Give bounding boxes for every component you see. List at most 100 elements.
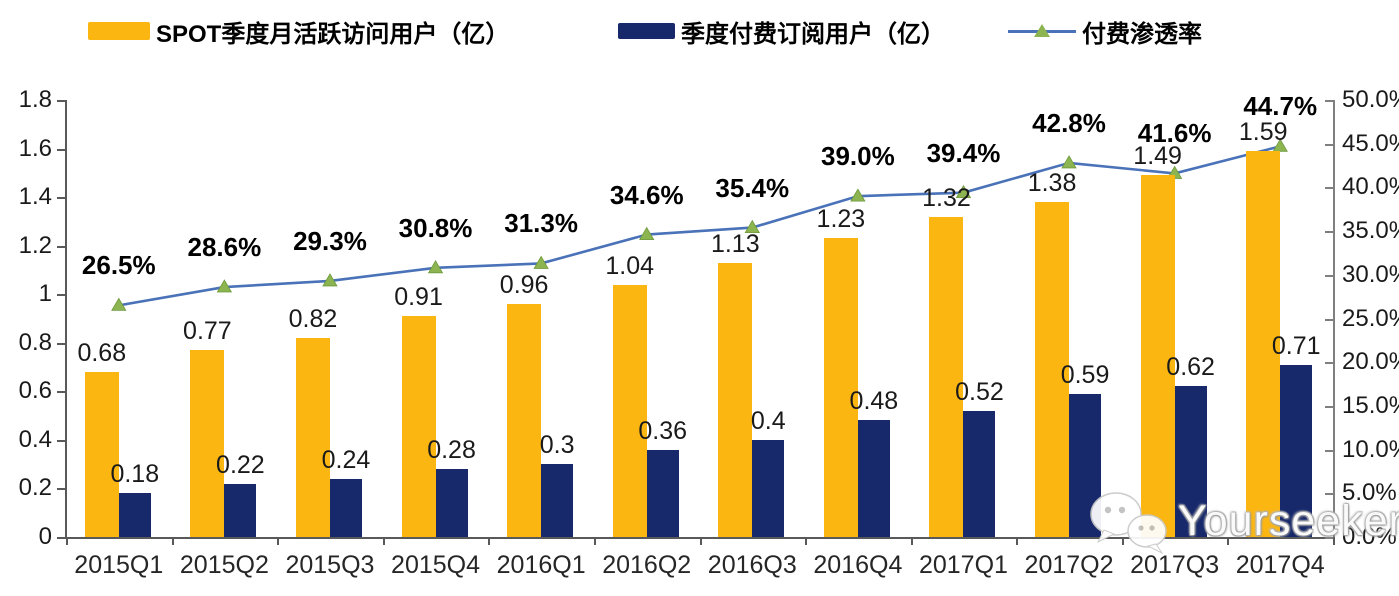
right-axis-tick [1325, 274, 1333, 277]
legend-label-penetration: 付费渗透率 [1082, 20, 1202, 48]
penetration-label: 35.4% [715, 172, 790, 203]
paid-value-label: 0.52 [955, 377, 1004, 406]
penetration-label: 30.8% [398, 212, 473, 243]
legend-label-subscribers: 季度付费订阅用户（亿） [681, 20, 945, 48]
mau-value-label: 1.59 [1238, 117, 1288, 146]
x-axis-label: 2017Q3 [1130, 551, 1220, 579]
right-axis-tick [1325, 362, 1333, 365]
right-axis-tick [1325, 143, 1333, 146]
penetration-label: 34.6% [609, 179, 684, 210]
legend-item-penetration: 付费渗透率 [1008, 16, 1202, 48]
penetration-label: 39.0% [821, 141, 895, 172]
mau-value-label: 0.77 [183, 317, 232, 346]
x-axis-tick [171, 537, 174, 545]
left-axis-tick [57, 245, 65, 248]
paid-bar [752, 439, 785, 537]
paid-bar [435, 469, 468, 537]
mau-bar [1140, 175, 1175, 537]
subscribers-legend-swatch [618, 23, 675, 39]
paid-value-label: 0.24 [321, 445, 371, 474]
x-axis-label: 2015Q3 [285, 551, 375, 579]
penetration-marker-icon [322, 273, 338, 287]
penetration-label: 26.5% [81, 250, 156, 281]
mau-bar [507, 303, 542, 537]
right-axis-tick-label: 35.0% [1342, 217, 1399, 245]
mau-bar [401, 316, 436, 537]
x-axis-label: 2016Q1 [496, 551, 586, 579]
left-axis-tick-label: 1 [38, 280, 52, 308]
mau-value-label: 1.04 [605, 251, 655, 280]
penetration-label: 29.3% [293, 225, 367, 256]
left-axis-tick [57, 537, 65, 539]
right-axis-tick [1325, 493, 1333, 496]
penetration-label: 39.4% [926, 137, 1001, 168]
x-axis-label: 2016Q3 [707, 551, 797, 579]
left-axis-tick [57, 294, 65, 297]
penetration-marker-icon [1061, 155, 1077, 169]
mau-value-label: 1.13 [710, 229, 760, 258]
mau-bar [823, 238, 858, 537]
mau-value-label: 0.82 [288, 304, 338, 333]
x-axis-tick [910, 537, 913, 545]
penetration-marker-icon [639, 226, 655, 240]
x-axis-tick [1121, 537, 1124, 545]
left-axis-tick [57, 488, 65, 491]
paid-bar [646, 449, 679, 537]
paid-bar [963, 410, 996, 537]
x-axis-label: 2016Q4 [813, 551, 903, 579]
mau-value-label: 1.23 [816, 205, 866, 234]
right-axis-tick-label: 15.0% [1342, 391, 1399, 419]
paid-value-label: 0.48 [849, 387, 899, 416]
paid-value-label: 0.4 [750, 406, 786, 435]
right-axis-line [1333, 100, 1335, 537]
paid-value-label: 0.22 [216, 450, 265, 479]
paid-bar [1069, 393, 1102, 537]
left-axis-tick [57, 148, 65, 151]
right-axis-tick-label: 40.0% [1342, 173, 1399, 201]
penetration-marker-icon [216, 279, 233, 293]
penetration-marker-icon [111, 297, 127, 311]
right-axis-tick-label: 20.0% [1342, 348, 1399, 376]
mau-bar [718, 262, 753, 537]
paid-bar [224, 483, 257, 537]
right-axis-tick [1325, 100, 1333, 102]
penetration-label: 28.6% [187, 232, 262, 263]
mau-bar [1246, 150, 1281, 537]
mau-bar [295, 337, 330, 537]
mau-bar [929, 216, 964, 537]
paid-bar [1174, 386, 1207, 537]
penetration-label: 44.7% [1243, 91, 1318, 122]
plot-area: 0.68 0.18 0.77 0.22 0.82 0.24 0.91 0.28 0.96 0.3 1… [66, 91, 1333, 537]
penetration-label: 42.8% [1032, 107, 1106, 138]
x-axis-tick [277, 537, 280, 545]
x-axis-tick [66, 537, 68, 545]
left-axis-tick [57, 391, 65, 394]
legend-label-mau: SPOT季度月活跃访问用户（亿） [156, 20, 510, 48]
x-axis-label: 2017Q2 [1024, 551, 1114, 579]
right-axis-tick-label: 5.0% [1342, 479, 1397, 507]
legend-item-subscribers: 季度付费订阅用户（亿） [618, 16, 945, 48]
left-axis-tick-label: 0.4 [18, 425, 52, 453]
x-axis-label: 2015Q1 [74, 551, 164, 579]
x-axis-label: 2017Q4 [1235, 551, 1325, 579]
paid-bar [857, 420, 890, 537]
x-axis-tick [1227, 537, 1230, 545]
right-axis-tick-label: 10.0% [1342, 435, 1399, 463]
right-axis-tick [1325, 231, 1333, 234]
mau-value-label: 1.32 [922, 183, 971, 212]
right-axis-tick-label: 25.0% [1342, 304, 1399, 332]
penetration-legend-marker [1008, 22, 1076, 40]
paid-value-label: 0.59 [1060, 360, 1110, 389]
paid-value-label: 0.18 [110, 460, 160, 489]
x-axis-label: 2015Q2 [179, 551, 269, 579]
x-axis-label: 2016Q2 [602, 551, 692, 579]
mau-value-label: 1.38 [1027, 168, 1077, 197]
left-axis-tick [57, 100, 65, 102]
penetration-label: 41.6% [1137, 118, 1212, 149]
left-axis-tick-label: 0 [38, 523, 52, 550]
mau-bar [84, 371, 119, 537]
left-axis-tick-label: 0.8 [18, 328, 52, 356]
left-axis-tick-label: 1.6 [18, 134, 52, 162]
penetration-marker-icon [427, 260, 444, 274]
